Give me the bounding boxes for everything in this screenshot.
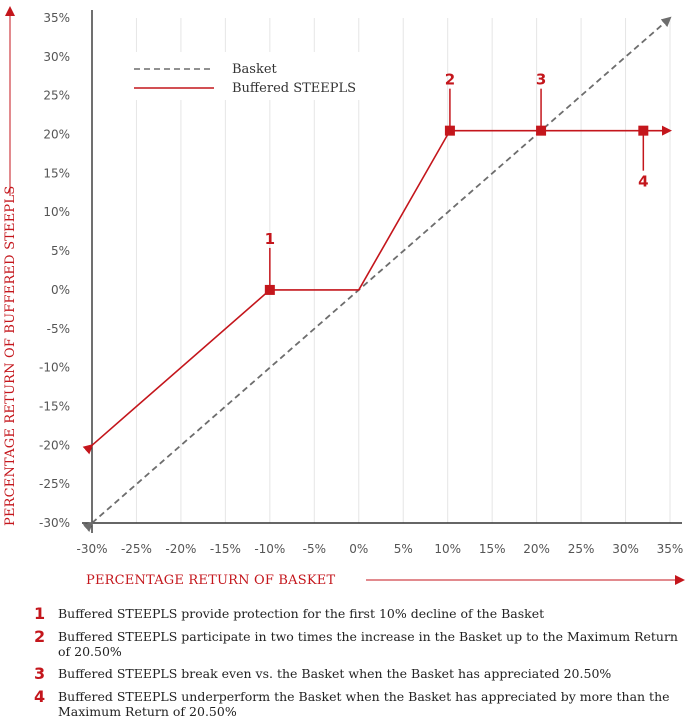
note-text: Buffered STEEPLS participate in two time…	[58, 629, 678, 659]
y-tick-label: -15%	[39, 399, 70, 413]
legend-label-basket: Basket	[232, 62, 278, 77]
note-text: Buffered STEEPLS provide protection for …	[58, 606, 545, 621]
marker-point	[536, 125, 547, 136]
y-tick-label: 0%	[51, 283, 70, 297]
x-tick-label: -5%	[303, 542, 326, 556]
note-number: 4	[34, 687, 46, 706]
note-item: 4 Buffered STEEPLS underperform the Bask…	[34, 687, 684, 720]
y-tick-label: -30%	[39, 516, 70, 530]
note-text: Buffered STEEPLS underperform the Basket…	[58, 689, 670, 719]
series-buffered-steepls-line	[82, 125, 672, 455]
note-number: 2	[34, 627, 46, 646]
x-axis-title: PERCENTAGE RETURN OF BASKET	[86, 573, 685, 588]
notes-list: 1 Buffered STEEPLS provide protection fo…	[34, 606, 684, 726]
x-tick-label: 0%	[349, 542, 368, 556]
x-axis-label: PERCENTAGE RETURN OF BASKET	[86, 573, 335, 588]
y-tick-label: -10%	[39, 361, 70, 375]
y-tick-label: 30%	[43, 50, 70, 64]
x-tick-label: 15%	[479, 542, 506, 556]
marker-point	[444, 125, 455, 136]
note-item: 3 Buffered STEEPLS break even vs. the Ba…	[34, 666, 684, 682]
y-axis-title: PERCENTAGE RETURN OF BUFFERED STEEPLS	[3, 6, 18, 526]
legend-box	[120, 52, 370, 100]
marker-number: 4	[638, 173, 648, 191]
y-tick-label: 35%	[43, 11, 70, 25]
marker-point	[638, 125, 649, 136]
note-item: 1 Buffered STEEPLS provide protection fo…	[34, 606, 684, 622]
legend: Basket Buffered STEEPLS	[120, 52, 370, 100]
x-tick-label: -20%	[165, 542, 196, 556]
chart: -30%-25%-20%-15%-10%-5%0%5%10%15%20%25%3…	[3, 6, 685, 588]
y-tick-label: 10%	[43, 205, 70, 219]
x-tick-label: -30%	[76, 542, 107, 556]
x-tick-label: -10%	[254, 542, 285, 556]
x-tick-label: -25%	[121, 542, 152, 556]
y-tick-label: 25%	[43, 89, 70, 103]
x-tick-label: 35%	[657, 542, 684, 556]
y-tick-label: -5%	[47, 322, 70, 336]
note-number: 3	[34, 664, 46, 683]
marker-number: 2	[445, 71, 455, 89]
x-tick-label: 25%	[568, 542, 595, 556]
marker-number: 1	[265, 230, 275, 248]
marker-number: 3	[536, 71, 546, 89]
y-tick-labels: -30% -25% -20% -15% -10% -5% 0% 5% 10% 15% 20% 25% 3…	[39, 11, 70, 530]
y-tick-label: 15%	[43, 166, 70, 180]
x-tick-label: -15%	[210, 542, 241, 556]
legend-label-buffered: Buffered STEEPLS	[232, 81, 356, 96]
x-tick-label: 10%	[434, 542, 461, 556]
x-tick-labels: -30% -25% -20% -15% -10% -5% 0% 5% 10% 15% 20% 25% 3…	[76, 542, 683, 556]
x-tick-label: 20%	[523, 542, 550, 556]
note-number: 1	[34, 604, 46, 623]
series-layer	[82, 16, 672, 533]
y-axis-label: PERCENTAGE RETURN OF BUFFERED STEEPLS	[3, 186, 18, 526]
marker-point	[264, 284, 275, 295]
marker-layer: 1 2 3 4	[265, 71, 649, 295]
y-tick-label: 20%	[43, 128, 70, 142]
y-tick-label: -20%	[39, 438, 70, 452]
x-tick-label: 30%	[612, 542, 639, 556]
y-tick-label: -25%	[39, 477, 70, 491]
note-item: 2 Buffered STEEPLS participate in two ti…	[34, 627, 684, 660]
x-tick-label: 5%	[394, 542, 413, 556]
y-tick-label: 5%	[51, 244, 70, 258]
note-text: Buffered STEEPLS break even vs. the Bask…	[58, 666, 612, 681]
